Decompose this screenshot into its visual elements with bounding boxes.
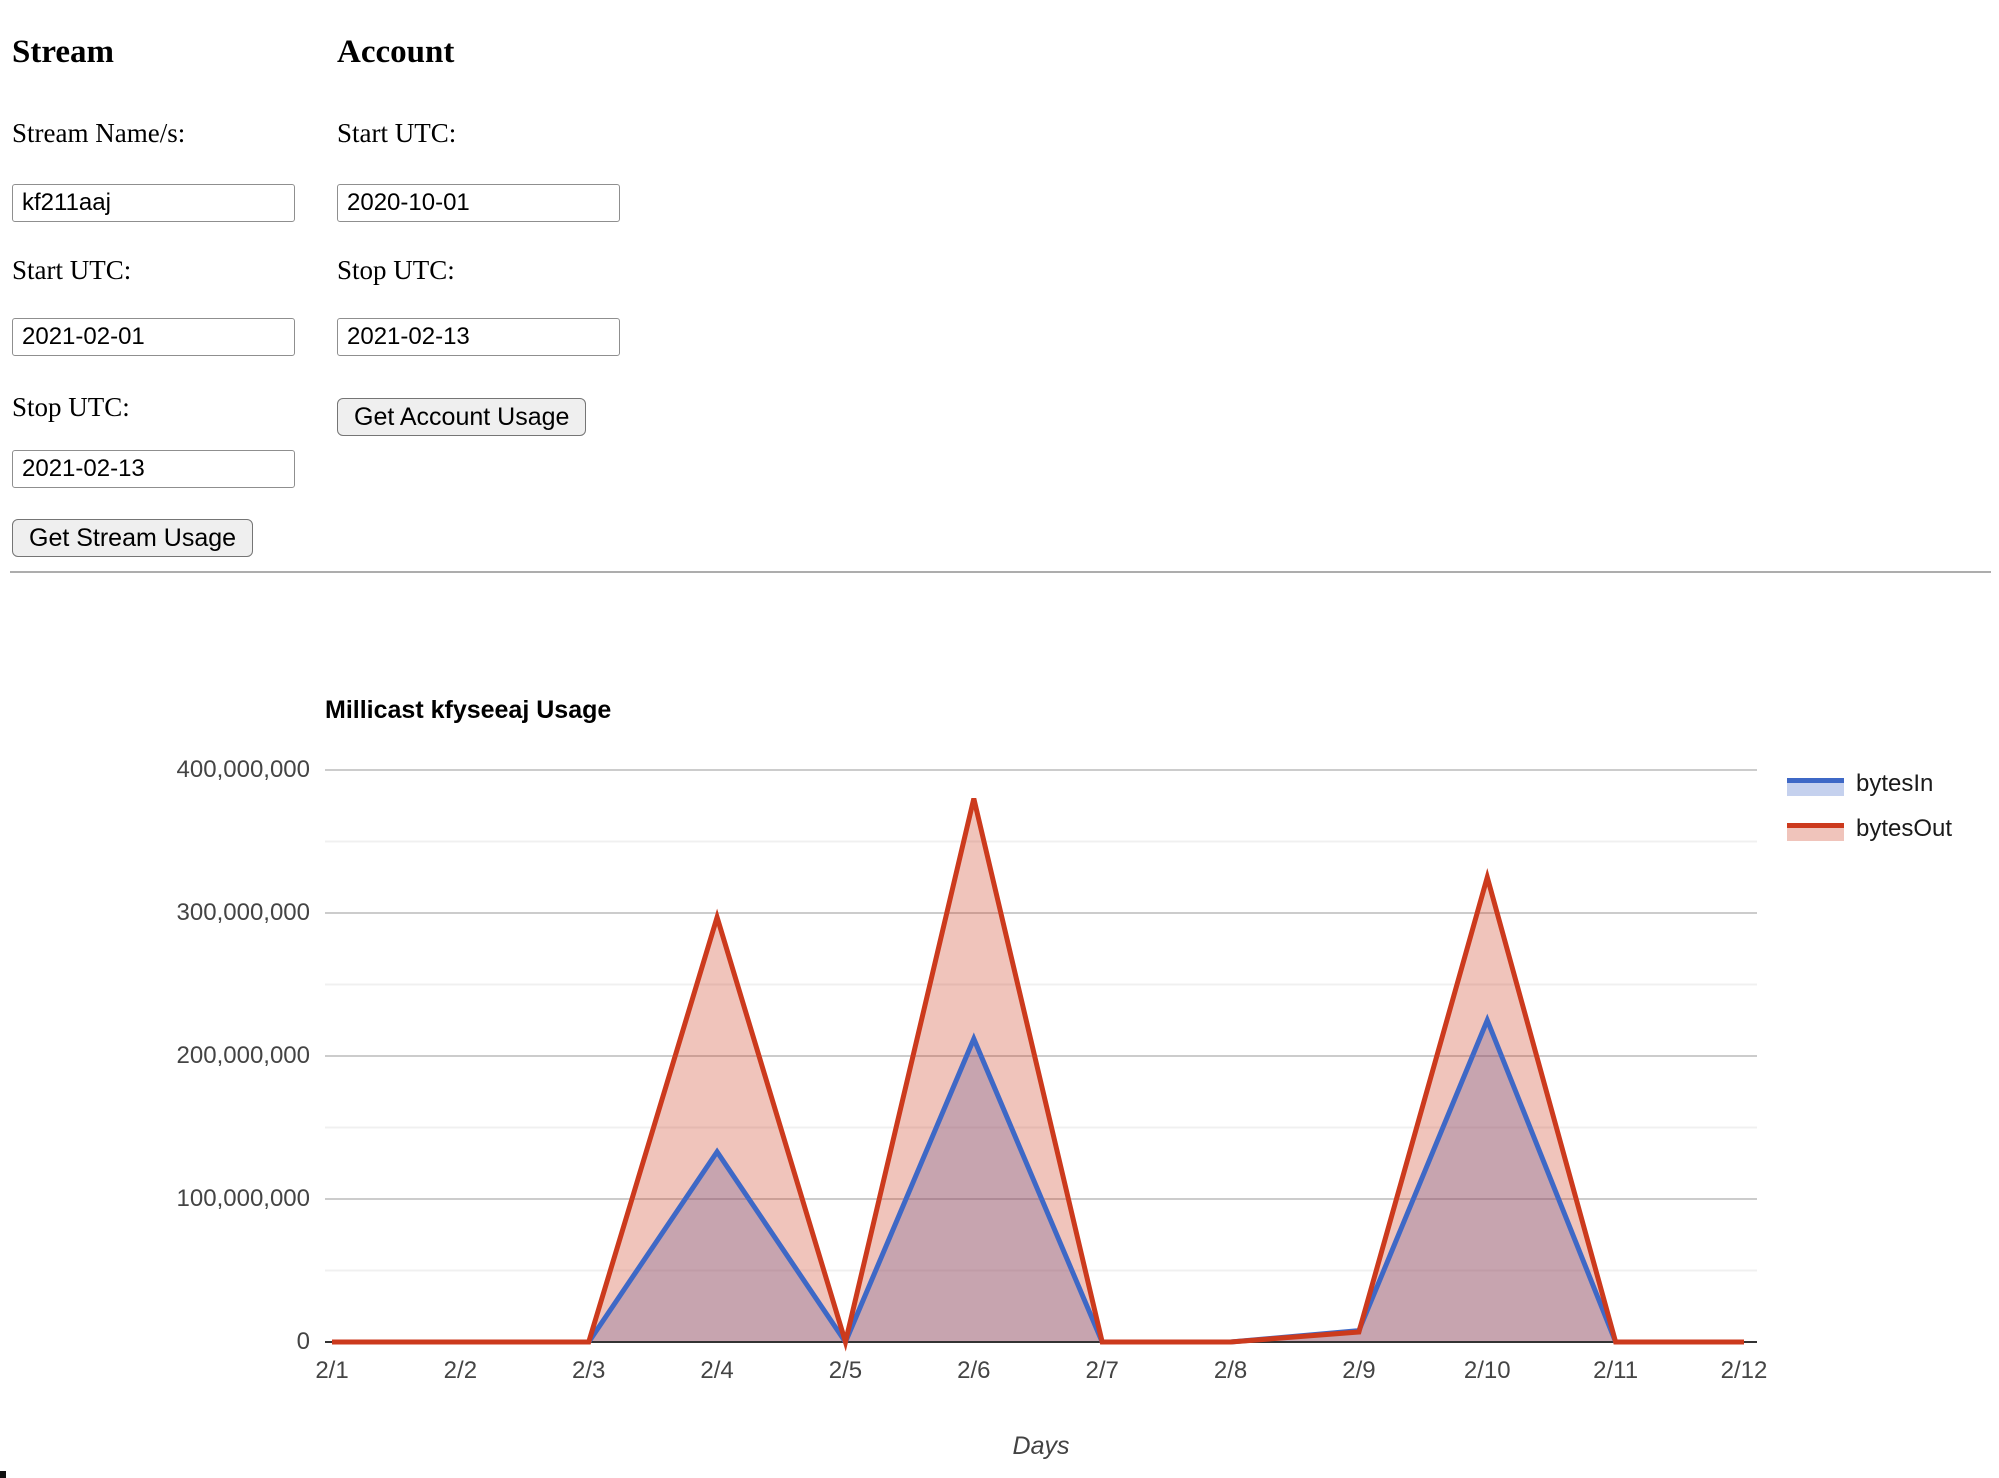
- x-axis-tick-label: 2/5: [828, 1357, 863, 1384]
- legend-label-bytesin: bytesIn: [1856, 770, 1934, 797]
- account-stop-label: Stop UTC:: [337, 255, 455, 285]
- y-axis-tick-label: 0: [296, 1328, 310, 1355]
- bytesOut-line: [332, 798, 1744, 1352]
- x-axis-tick-label: 2/11: [1593, 1357, 1639, 1384]
- x-axis-tick-label: 2/6: [957, 1357, 991, 1384]
- corner-artifact: [0, 1471, 6, 1478]
- x-axis-tick-label: 2/3: [572, 1357, 606, 1384]
- stream-name-label: Stream Name/s:: [12, 118, 186, 148]
- x-axis-tick-label: 2/4: [700, 1357, 734, 1384]
- section-divider: [10, 571, 1991, 573]
- bytesIn-area: [332, 1020, 1744, 1342]
- get-account-usage-button[interactable]: Get Account Usage: [337, 398, 587, 436]
- x-axis-tick-label: 2/7: [1085, 1357, 1119, 1384]
- x-axis-tick-label: 2/12: [1720, 1357, 1768, 1384]
- stream-start-label: Start UTC:: [12, 255, 132, 285]
- stream-stop-label: Stop UTC:: [12, 392, 130, 422]
- x-axis-title: Days: [1012, 1432, 1070, 1460]
- account-start-label: Start UTC:: [337, 118, 457, 148]
- bytesOut-area: [332, 798, 1744, 1342]
- x-axis-tick-label: 2/2: [443, 1357, 478, 1384]
- bytesin-legend-swatch-icon: [1787, 778, 1844, 808]
- x-axis-tick-label: 2/10: [1463, 1357, 1511, 1384]
- chart-title: Millicast kfyseeaj Usage: [325, 696, 612, 724]
- stream-name-input[interactable]: [12, 184, 295, 222]
- stream-stop-input[interactable]: [12, 450, 295, 488]
- account-start-input[interactable]: [337, 184, 620, 222]
- account-stop-input[interactable]: [337, 318, 620, 356]
- get-stream-usage-button[interactable]: Get Stream Usage: [12, 519, 254, 557]
- x-axis-tick-label: 2/8: [1213, 1357, 1248, 1384]
- stream-section-heading: Stream: [12, 34, 115, 70]
- account-section-heading: Account: [337, 34, 455, 70]
- bytesout-legend-swatch-icon: [1787, 823, 1844, 853]
- legend-label-bytesout: bytesOut: [1856, 815, 1953, 842]
- legend-entry-bytesin: bytesIn: [1787, 770, 1933, 810]
- x-axis-tick-label: 2/9: [1342, 1357, 1376, 1384]
- y-axis-tick-label: 200,000,000: [176, 1042, 310, 1069]
- y-axis-tick-label: 300,000,000: [176, 899, 310, 926]
- y-axis-tick-label: 100,000,000: [176, 1185, 310, 1212]
- legend-entry-bytesout: bytesOut: [1787, 815, 1952, 855]
- stream-start-input[interactable]: [12, 318, 295, 356]
- y-axis-tick-label: 400,000,000: [176, 756, 310, 783]
- x-axis-tick-label: 2/1: [315, 1357, 349, 1384]
